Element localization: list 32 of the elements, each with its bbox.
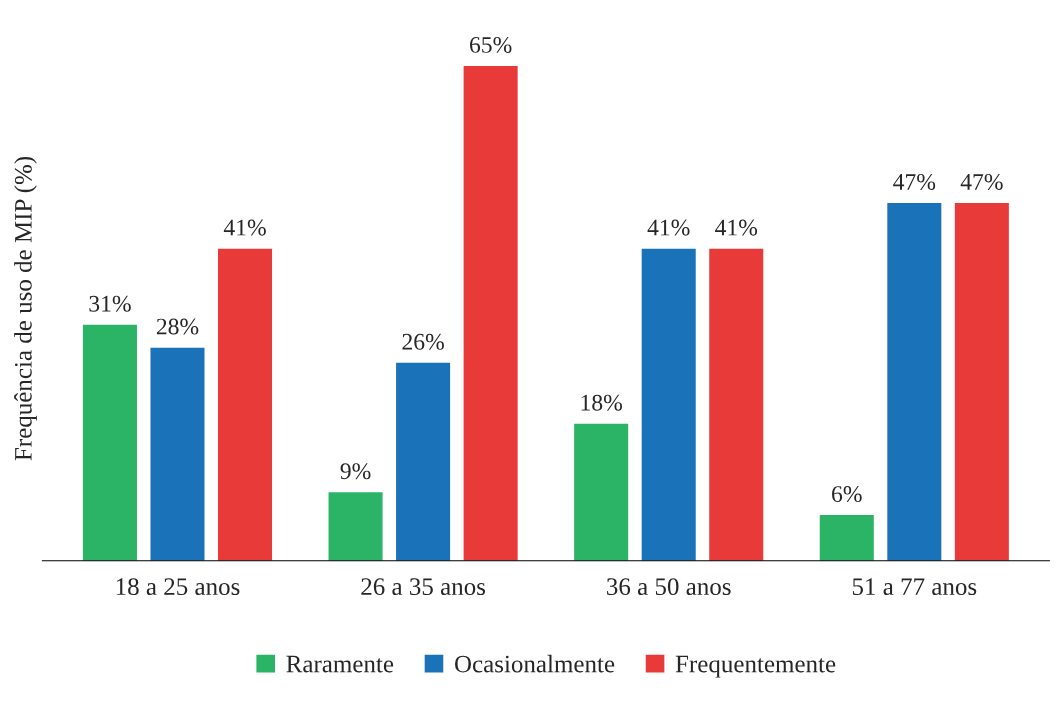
bar: [954, 203, 1009, 561]
bar: [82, 324, 137, 561]
bar: [463, 65, 518, 561]
x-tick-label: 18 a 25 anos: [116, 578, 240, 596]
x-tick-label: 36 a 50 anos: [607, 578, 731, 596]
bar: [396, 362, 451, 561]
data-label: 41%: [223, 219, 266, 236]
bar: [574, 423, 629, 561]
bar: [218, 248, 273, 561]
bar: [641, 248, 696, 561]
data-label: 6%: [832, 486, 862, 503]
data-label: 65%: [470, 36, 512, 53]
bar: [150, 347, 205, 561]
data-label: 47%: [960, 173, 1003, 190]
data-label: 41%: [715, 219, 758, 236]
bar: [887, 203, 942, 561]
legend-label: Frequentemente: [675, 655, 836, 678]
data-label: 47%: [893, 173, 936, 190]
x-tick-label: 26 a 35 anos: [361, 578, 486, 596]
x-tick-label: 51 a 77 anos: [852, 578, 977, 596]
data-label: 26%: [402, 333, 444, 350]
y-axis-title: Frequência de uso de MIP (%): [14, 156, 37, 461]
data-label: 31%: [89, 295, 131, 312]
legend-label: Ocasionalmente: [455, 654, 615, 673]
legend-label: Raramente: [286, 655, 394, 673]
bar: [328, 492, 383, 561]
data-label: 18%: [581, 394, 622, 411]
data-label: 9%: [340, 463, 371, 480]
bar: [709, 248, 764, 561]
bar: [819, 515, 874, 561]
data-label: 28%: [156, 318, 199, 335]
data-label: 41%: [647, 219, 690, 236]
